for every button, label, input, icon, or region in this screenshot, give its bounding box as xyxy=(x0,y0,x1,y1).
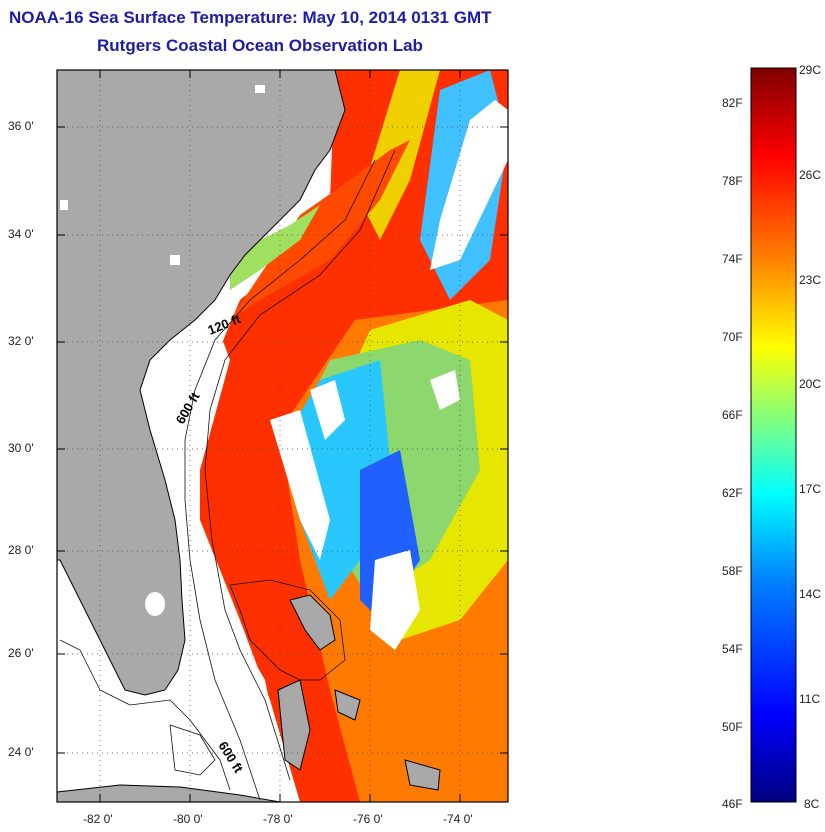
colorbar-f-label: 50F xyxy=(722,720,743,734)
isobath-southern xyxy=(169,724,216,776)
lon-label: -74 0' xyxy=(443,812,473,826)
isobath-600ft xyxy=(204,149,396,781)
map-frame xyxy=(56,69,509,803)
keys-land xyxy=(57,784,281,802)
colorbar-f-label: 66F xyxy=(722,408,743,422)
lon-label: -78 0' xyxy=(263,812,293,826)
cloud-region-4 xyxy=(310,380,345,440)
colorbar-c-label: 29C xyxy=(799,63,822,77)
colorbar-c-label: 14C xyxy=(799,587,822,601)
lat-label: 28 0' xyxy=(8,543,34,557)
graticule xyxy=(57,70,508,802)
coastal-warm-strip xyxy=(230,140,410,320)
lon-label: -76 0' xyxy=(353,812,383,826)
colorbar-f-label: 46F xyxy=(722,797,743,811)
map-title: NOAA-16 Sea Surface Temperature: May 10,… xyxy=(9,8,492,27)
inland-water-2 xyxy=(170,255,180,265)
colorbar-c-label: 11C xyxy=(799,692,821,706)
map-ticks xyxy=(57,70,508,802)
lat-label: 24 0' xyxy=(8,745,34,759)
colorbar-f-label: 82F xyxy=(722,96,743,110)
colorbar-c-label: 17C xyxy=(799,482,822,496)
isobath-keys xyxy=(59,639,231,791)
lon-label: -80 0' xyxy=(173,812,203,826)
isobath-120ft xyxy=(184,159,376,801)
cloud-region-1 xyxy=(430,100,508,270)
lat-label: 30 0' xyxy=(8,441,34,455)
bahamas-island-4 xyxy=(404,759,441,791)
colorbar-f-label: 78F xyxy=(722,174,743,188)
inland-water-3 xyxy=(60,200,68,210)
colorbar-f-label: 70F xyxy=(722,330,743,344)
colorbar-f-label: 62F xyxy=(722,486,743,500)
bahamas-island-1 xyxy=(289,594,336,651)
cloud-region-3 xyxy=(370,550,420,650)
lat-label: 36 0' xyxy=(8,119,34,133)
colorbar-c-label: 8C xyxy=(804,797,820,811)
colorbar-c-label: 20C xyxy=(799,377,822,391)
bahamas-island-3 xyxy=(334,689,361,721)
coastal-green-strip xyxy=(230,205,320,290)
lat-label: 26 0' xyxy=(8,646,34,660)
cloud-region-2 xyxy=(270,410,330,560)
colorbar-f-label: 74F xyxy=(722,252,743,266)
colorbar-c-label: 26C xyxy=(799,168,822,182)
map-subtitle: Rutgers Coastal Ocean Observation Lab xyxy=(97,36,423,55)
colorbar-c-label: 23C xyxy=(799,273,822,287)
colorbar-f-label: 54F xyxy=(722,642,743,656)
inland-water-1 xyxy=(255,85,265,93)
bahamas-island-2 xyxy=(277,679,311,771)
lat-label: 34 0' xyxy=(8,227,34,241)
cloud-region-5 xyxy=(430,370,460,410)
isobath-bahamas xyxy=(229,579,346,681)
lat-label: 32 0' xyxy=(8,334,34,348)
lon-label: -82 0' xyxy=(83,812,113,826)
colorbar-f-label: 58F xyxy=(722,564,743,578)
colorbar-gradient xyxy=(750,67,797,803)
lake-okeechobee xyxy=(145,592,165,616)
